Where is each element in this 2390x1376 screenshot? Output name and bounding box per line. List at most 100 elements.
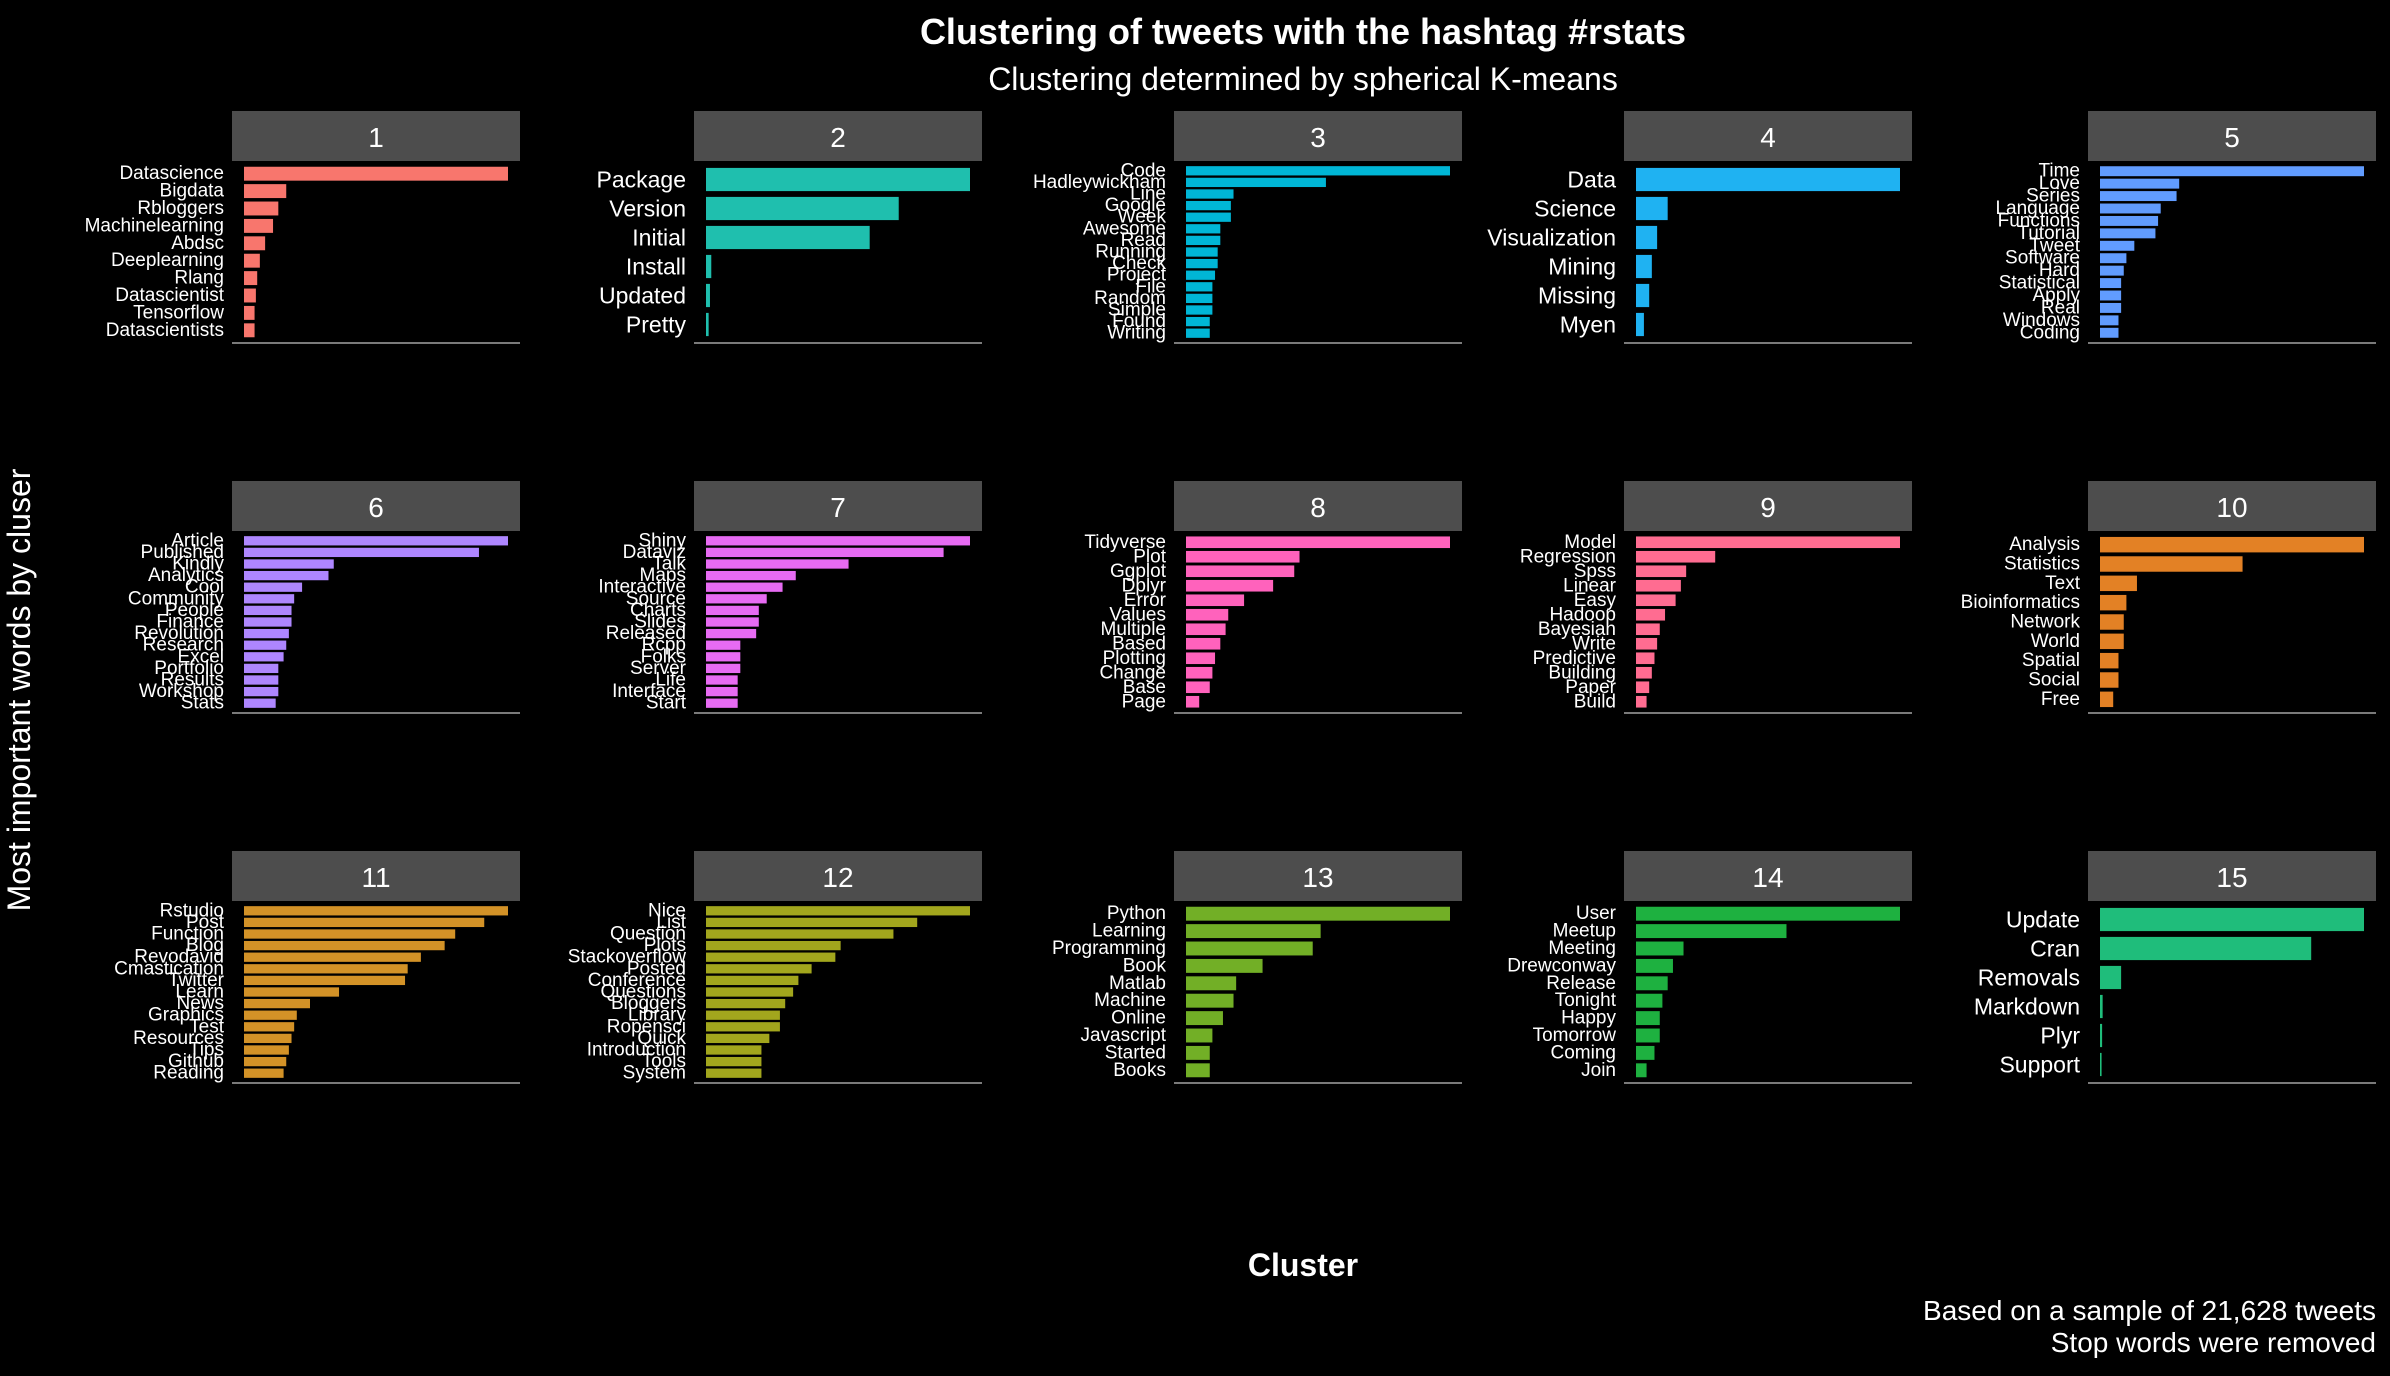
tick-label-blog: Blog: [186, 935, 224, 956]
tick-label-build: Build: [1574, 691, 1616, 712]
bar-install: [706, 254, 712, 279]
tick-label-support: Support: [1999, 1052, 2080, 1078]
tick-label-science: Science: [1534, 196, 1616, 222]
tick-label-ggplot: Ggplot: [1110, 561, 1167, 582]
facet-strip-label: 10: [2216, 492, 2247, 523]
tick-label-news: News: [176, 993, 224, 1014]
tick-label-post: Post: [186, 912, 225, 933]
bar-love: [2100, 178, 2180, 189]
facet-panel-10: 10 AnalysisStatisticsTextBioinformaticsNe…: [1961, 481, 2376, 714]
bar-dplyr: [1186, 579, 1274, 592]
facet-strip-label: 3: [1310, 122, 1326, 153]
facet-strip: [1174, 851, 1462, 901]
bar-rcpp: [706, 640, 741, 650]
bar-data: [1636, 167, 1900, 192]
tick-label-plot: Plot: [1133, 546, 1166, 567]
tick-label-building: Building: [1548, 662, 1616, 683]
bar-post: [244, 917, 485, 928]
tick-label-kindly: Kindly: [172, 554, 224, 575]
tick-label-free: Free: [2041, 689, 2080, 710]
tick-label-tips: Tips: [189, 1040, 224, 1061]
facet-strip-label: 1: [368, 122, 384, 153]
tick-label-finance: Finance: [156, 612, 224, 633]
facet-strip-label: 14: [1752, 862, 1783, 893]
bar-based: [1186, 637, 1221, 650]
bar-source: [706, 594, 767, 604]
facet-strip: [232, 111, 520, 161]
bar-bigdata: [244, 184, 287, 199]
bar-twitter: [244, 975, 406, 986]
bar-start: [706, 698, 738, 708]
tick-label-code: Code: [1121, 160, 1166, 181]
bar-plotting: [1186, 652, 1216, 665]
bar-line: [1186, 189, 1234, 199]
bar-stackoverflow: [706, 952, 836, 962]
bar-people: [244, 605, 292, 616]
bar-book: [1186, 958, 1263, 973]
tick-label-package: Package: [596, 167, 686, 193]
bar-article: [244, 536, 508, 546]
tick-label-text: Text: [2045, 573, 2081, 594]
bar-pretty: [706, 312, 709, 337]
bar-code: [1186, 166, 1450, 176]
bar-revolution: [244, 628, 289, 639]
bar-version: [706, 196, 899, 221]
bar-hadoop: [1636, 608, 1666, 621]
tick-label-removals: Removals: [1978, 965, 2080, 991]
bar-language: [2100, 203, 2161, 214]
tick-label-folks: Folks: [641, 646, 686, 667]
tick-label-tweet: Tweet: [2029, 235, 2080, 256]
bar-simple: [1186, 305, 1213, 315]
tick-label-introduction: Introduction: [587, 1040, 686, 1061]
tick-label-release: Release: [1546, 973, 1616, 994]
bar-spatial: [2100, 652, 2119, 669]
tick-label-coding: Coding: [2020, 322, 2080, 343]
bar-deeplearning: [244, 253, 260, 268]
tick-label-workshop: Workshop: [139, 681, 224, 702]
tick-label-tonight: Tonight: [1555, 990, 1617, 1011]
bar-tips: [244, 1045, 289, 1055]
bar-multiple: [1186, 623, 1226, 636]
tick-label-file: File: [1135, 276, 1166, 297]
bar-workshop: [244, 686, 279, 697]
facet-panel-5: 5 TimeLoveSeriesLanguageFunctionsTutorial…: [1995, 111, 2376, 344]
tick-label-user: User: [1576, 903, 1617, 924]
bar-plot: [1186, 550, 1300, 563]
bar-finance: [244, 617, 292, 627]
tick-label-update: Update: [2006, 907, 2080, 933]
facet-panel-9: 9 ModelRegressionSpssLinearEasyHadoopBaye…: [1520, 481, 1912, 714]
bar-talk: [706, 559, 849, 569]
bar-cool: [244, 582, 303, 592]
tick-label-started: Started: [1105, 1042, 1166, 1063]
bar-portfolio: [244, 663, 279, 674]
tick-label-bloggers: Bloggers: [611, 993, 686, 1014]
bar-time: [2100, 166, 2364, 177]
bar-tutorial: [2100, 228, 2156, 239]
tick-label-rcpp: Rcpp: [642, 635, 686, 656]
chart-subtitle: Clustering determined by spherical K-mea…: [988, 61, 1618, 97]
bar-quick: [706, 1033, 770, 1044]
bar-kindly: [244, 559, 334, 569]
bar-series: [2100, 191, 2177, 202]
facet-panel-8: 8 TidyversePlotGgplotDplyrErrorValuesMult…: [1084, 481, 1462, 714]
bar-tools: [706, 1056, 762, 1067]
bar-posted: [706, 964, 812, 974]
facet-panel-11: 11 RstudioPostFunctionBlogRevodavidCmasti…: [114, 851, 520, 1084]
tick-label-meeting: Meeting: [1548, 938, 1616, 959]
bar-stats: [244, 698, 276, 708]
bar-rlang: [244, 271, 258, 286]
bar-coding: [2100, 327, 2119, 338]
facet-panel-3: 3CodeHadleywickhamLineGoogleWeekAwesomeR…: [1033, 111, 1462, 344]
tick-label-people: People: [165, 600, 224, 621]
bar-free: [2100, 691, 2114, 708]
tick-label-world: World: [2031, 631, 2080, 652]
tick-label-awesome: Awesome: [1083, 218, 1166, 239]
bar-update: [2100, 907, 2364, 932]
facet-panel-15: 15 Update Cran Removals Markdown Plyr Support: [1974, 851, 2376, 1084]
bar-world: [2100, 633, 2124, 650]
tick-label-meetup: Meetup: [1553, 921, 1616, 942]
bar-tidyverse: [1186, 536, 1450, 549]
tick-label-hadoop: Hadoop: [1549, 604, 1616, 625]
tick-label-library: Library: [628, 1005, 687, 1026]
bar-published: [244, 547, 479, 558]
